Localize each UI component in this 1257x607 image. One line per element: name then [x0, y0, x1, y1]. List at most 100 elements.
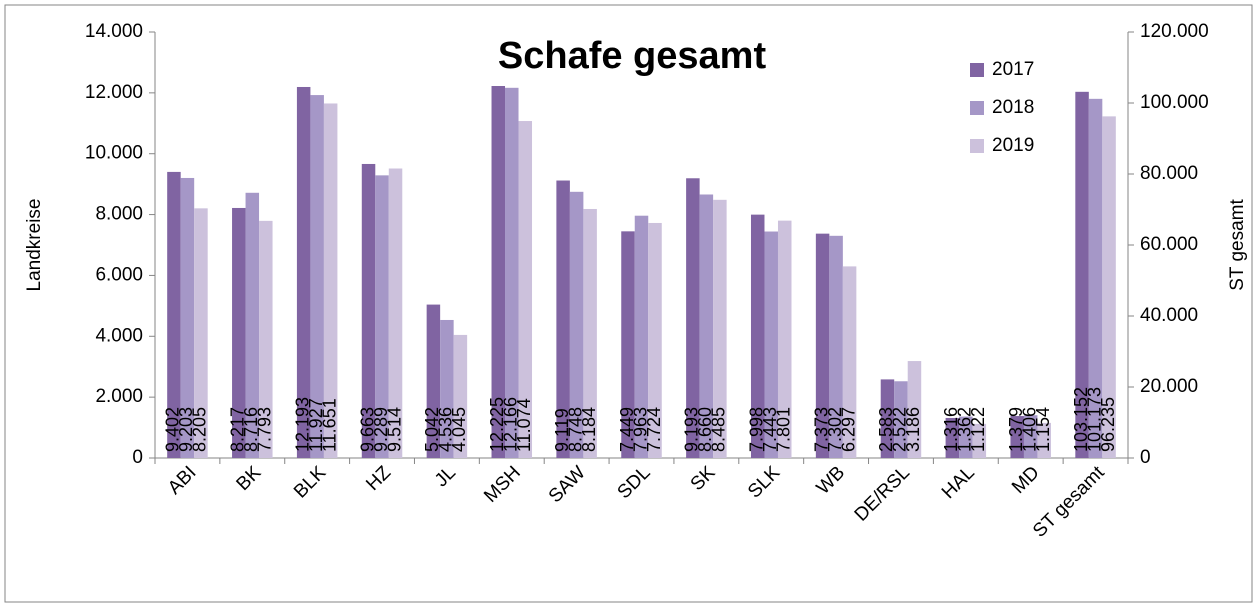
y2-tick-label: 40.000	[1140, 305, 1198, 326]
value-label: 1.362	[955, 407, 975, 452]
bar	[699, 194, 714, 458]
value-label: 7.449	[617, 407, 637, 452]
value-label: 7.998	[746, 407, 766, 452]
value-label: 3.186	[903, 407, 923, 452]
value-label: 8.217	[228, 407, 248, 452]
value-label: 11.927	[306, 398, 326, 452]
bar	[296, 86, 311, 458]
y-tick-label: 2.000	[95, 386, 143, 407]
bar	[713, 199, 727, 458]
bar	[777, 220, 792, 458]
y-tick-label: 12.000	[85, 82, 143, 103]
bar	[1075, 91, 1089, 459]
bar	[648, 222, 662, 458]
bar	[375, 175, 389, 458]
legend-swatch	[970, 63, 984, 77]
bar	[1010, 416, 1024, 458]
value-label: 1.406	[1019, 407, 1039, 452]
value-label: 8.184	[579, 407, 599, 452]
legend-swatch	[970, 101, 984, 115]
y-tick-label: 0	[132, 447, 143, 468]
value-label: 7.793	[255, 407, 275, 452]
value-label: 7.373	[811, 407, 831, 452]
bar	[180, 177, 195, 458]
y2-tick-label: 120.000	[1140, 21, 1209, 42]
bar	[880, 379, 895, 458]
bar	[764, 231, 778, 458]
legend-label: 2019	[992, 135, 1034, 156]
y-axis-label: Landkreise	[24, 199, 45, 292]
legend-label: 2017	[992, 59, 1034, 80]
y-tick-label: 4.000	[95, 325, 143, 346]
value-label: 12.166	[501, 397, 521, 452]
bar	[310, 95, 324, 458]
bar	[361, 163, 376, 458]
value-label: 7.302	[825, 407, 845, 452]
y2-tick-label: 80.000	[1140, 163, 1198, 184]
bar	[518, 121, 533, 458]
value-label: 1.122	[968, 407, 988, 452]
legend-label: 2018	[992, 97, 1034, 118]
bar	[167, 171, 181, 458]
bar	[1102, 116, 1116, 458]
bar	[1088, 98, 1103, 459]
value-label: 96.235	[1098, 397, 1118, 452]
value-label: 12.225	[487, 397, 507, 452]
value-label: 7.801	[773, 407, 793, 452]
value-label: 8.485	[709, 407, 729, 452]
y-tick-label: 14.000	[85, 21, 143, 42]
bar	[686, 178, 700, 458]
value-label: 1.154	[1033, 407, 1053, 452]
value-label: 8.748	[565, 407, 585, 452]
bar	[829, 235, 843, 458]
bar	[945, 417, 960, 458]
y2-tick-label: 20.000	[1140, 376, 1198, 397]
value-label: 7.963	[630, 407, 650, 452]
value-label: 9.514	[384, 407, 404, 452]
y2-tick-label: 60.000	[1140, 234, 1198, 255]
bar	[1037, 422, 1051, 458]
bar	[842, 266, 857, 458]
bar	[505, 87, 519, 458]
bar	[388, 168, 403, 459]
bar	[815, 233, 830, 458]
bar	[894, 381, 908, 458]
value-label: 4.045	[449, 407, 469, 452]
bar	[972, 423, 987, 458]
y-tick-label: 10.000	[85, 143, 143, 164]
value-label: 4.536	[436, 407, 456, 452]
value-label: 9.193	[682, 407, 702, 452]
bar	[583, 208, 597, 458]
value-label: 8.716	[241, 407, 261, 452]
value-label: 2.583	[876, 407, 896, 452]
bar	[323, 103, 338, 458]
value-label: 2.522	[890, 407, 910, 452]
bar	[232, 207, 246, 458]
value-label: 11.074	[514, 398, 534, 452]
bar	[959, 416, 973, 458]
bar	[1023, 415, 1038, 458]
bar	[907, 361, 922, 458]
value-label: 6.297	[838, 407, 858, 452]
value-label: 9.289	[371, 407, 391, 452]
bar	[556, 180, 570, 458]
value-label: 7.724	[644, 407, 664, 452]
y2-tick-label: 0	[1140, 447, 1151, 468]
value-label: 9.663	[357, 407, 377, 452]
value-label: 1.316	[941, 407, 961, 452]
value-label: 7.443	[760, 407, 780, 452]
bar	[426, 304, 441, 458]
y2-tick-label: 100.000	[1140, 92, 1209, 113]
value-label: 9.119	[552, 408, 572, 452]
value-label: 11.651	[319, 398, 339, 452]
bar	[750, 214, 765, 458]
value-label: 9.203	[176, 407, 196, 452]
value-label: 12.193	[292, 397, 312, 452]
value-label: 8.660	[695, 407, 715, 452]
value-label: 9.402	[163, 407, 183, 452]
bar	[569, 191, 584, 458]
chart-title: Schafe gesamt	[498, 35, 767, 77]
bar	[194, 208, 208, 458]
y-tick-label: 6.000	[95, 264, 143, 285]
